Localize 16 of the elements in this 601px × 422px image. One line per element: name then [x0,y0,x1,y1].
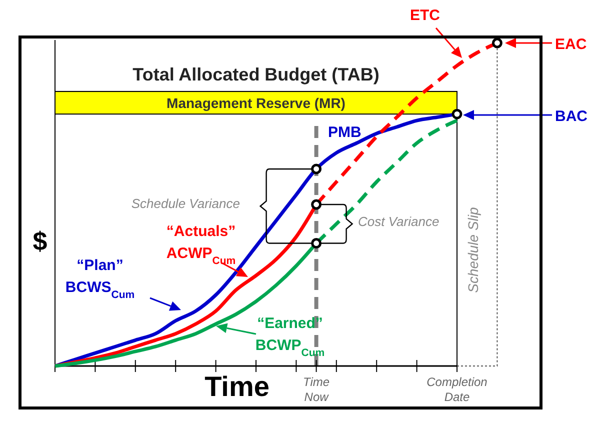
x-tick-label: Time Now [303,375,330,404]
annotation: “Actuals” ACWP$_{Cum}$ [166,223,236,267]
text: BAC [555,108,588,125]
ref-line-label: Total Allocated Budget (TAB) [132,64,380,84]
annotation: “Plan” BCWS$_{Cum}$ [65,257,135,301]
y-axis-title: $ [32,226,48,256]
annotation: PMB [328,124,362,141]
annotation: Schedule Variance [131,196,240,211]
annotation: Cost Variance [358,214,440,229]
x-tick-label: Completion Date [426,375,488,404]
text: EAC [555,36,587,53]
x-axis-title: Time [204,371,270,402]
annotation: “Earned” BCWP$_{Cum}$ [255,315,325,359]
band-label: Management Reserve (MR) [166,94,346,111]
text: ETC [410,7,440,24]
annotation: Schedule Slip [465,206,481,293]
